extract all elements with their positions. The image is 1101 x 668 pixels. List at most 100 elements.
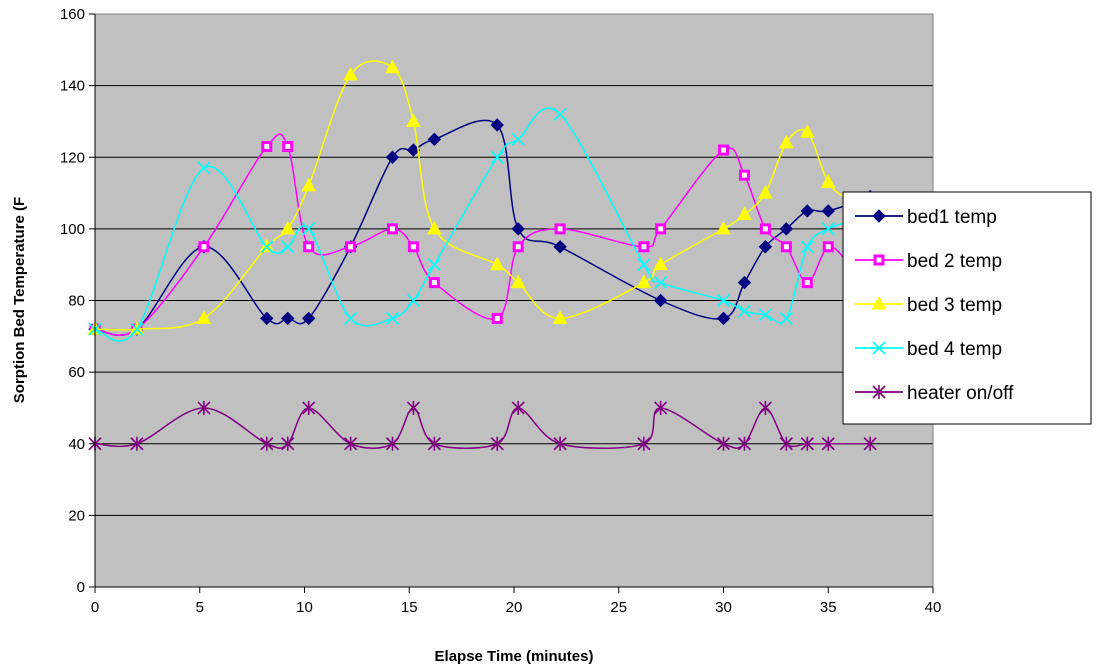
data-point-heater-on-off xyxy=(863,436,877,451)
data-point-heater-on-off xyxy=(406,400,421,415)
marker-x-stroke xyxy=(800,240,814,254)
marker-square-inner xyxy=(264,144,270,150)
data-point-heater-on-off xyxy=(654,400,668,415)
data-point-heater-on-off xyxy=(385,436,400,451)
data-point-bed-2-temp xyxy=(655,223,667,235)
data-point-heater-on-off xyxy=(344,436,358,451)
marker-square-inner xyxy=(825,244,831,250)
data-point-heater-on-off xyxy=(490,436,504,451)
marker-square-inner xyxy=(741,172,747,178)
legend-label: bed 3 temp xyxy=(907,295,1002,316)
marker-x-stroke xyxy=(654,276,668,290)
data-point-bed-3-temp xyxy=(385,59,400,74)
marker-x-stroke xyxy=(197,161,211,175)
data-point-bed-3-temp xyxy=(406,113,421,127)
y-tick-label: 60 xyxy=(68,364,85,381)
legend-label: bed 2 temp xyxy=(907,251,1002,272)
marker-x-stroke xyxy=(779,311,793,325)
legend-item: bed 2 temp xyxy=(855,251,1002,272)
data-point-bed-2-temp xyxy=(780,241,792,253)
marker-x-stroke xyxy=(637,258,651,272)
data-point-heater-on-off xyxy=(800,436,814,451)
data-point-bed-3-temp xyxy=(636,274,652,289)
data-point-bed-2-temp xyxy=(345,241,357,253)
x-axis-title: Elapse Time (minutes) xyxy=(435,648,594,665)
legend-marker xyxy=(872,209,886,223)
data-point-bed-3-temp xyxy=(280,220,296,235)
data-point-bed-4-temp xyxy=(130,322,144,336)
marker-square-inner xyxy=(431,280,437,286)
marker-square-inner xyxy=(557,226,563,232)
marker-square-inner xyxy=(201,244,207,250)
y-axis-title: Sorption Bed Temperature (F xyxy=(11,197,28,403)
marker-x-stroke xyxy=(281,240,295,254)
x-tick-label: 15 xyxy=(401,599,418,616)
data-point-bed1-temp xyxy=(260,311,274,326)
data-point-heater-on-off xyxy=(302,400,316,415)
data-point-bed-3-temp xyxy=(427,220,442,235)
x-tick-label: 0 xyxy=(91,599,99,616)
data-point-bed-2-temp xyxy=(759,223,771,235)
marker-x-stroke xyxy=(260,240,274,254)
data-point-bed-2-temp xyxy=(738,169,750,181)
data-point-heater-on-off xyxy=(511,400,525,415)
data-point-bed-2-temp xyxy=(428,277,440,289)
data-point-bed-2-temp xyxy=(491,312,503,324)
data-point-bed-2-temp xyxy=(261,141,273,153)
legend-marker xyxy=(871,295,887,310)
data-point-bed-2-temp xyxy=(198,241,210,253)
legend-marker xyxy=(872,341,886,355)
data-point-bed-4-temp xyxy=(281,240,295,254)
marker-square-inner xyxy=(348,244,354,250)
x-tick-label: 10 xyxy=(296,599,313,616)
data-point-bed-3-temp xyxy=(489,256,505,271)
x-tick-label: 5 xyxy=(196,599,204,616)
data-point-bed-4-temp xyxy=(779,311,793,325)
data-point-bed1-temp xyxy=(800,204,815,218)
marker-x-stroke xyxy=(737,304,752,318)
data-point-bed-4-temp xyxy=(406,293,421,308)
legend-label: heater on/off xyxy=(907,383,1014,404)
legend: bed1 temp bed 2 temp bed 3 temp bed 4 temp h… xyxy=(842,191,1092,425)
data-point-bed-4-temp xyxy=(821,222,835,236)
legend-label: bed1 temp xyxy=(907,207,997,228)
data-point-bed1-temp xyxy=(779,222,794,236)
marker-x-stroke xyxy=(511,132,525,146)
data-point-heater-on-off xyxy=(758,400,772,415)
marker-x-stroke xyxy=(553,107,567,121)
y-tick-label: 100 xyxy=(60,221,85,238)
legend-item: heater on/off xyxy=(855,383,1014,404)
legend-label: bed 4 temp xyxy=(907,339,1002,360)
marker-x-stroke xyxy=(821,222,835,236)
marker-x-stroke xyxy=(758,308,772,322)
series-bed-4-temp xyxy=(88,107,856,342)
data-point-bed-3-temp xyxy=(779,134,794,149)
legend-item: bed 4 temp xyxy=(855,339,1002,360)
data-point-bed-4-temp xyxy=(654,276,668,290)
legend-marker xyxy=(873,254,885,266)
marker-square-inner xyxy=(410,244,416,250)
data-point-bed-2-temp xyxy=(801,277,813,289)
data-point-heater-on-off xyxy=(716,436,731,451)
data-point-heater-on-off xyxy=(427,436,441,451)
data-point-bed1-temp xyxy=(385,150,400,164)
marker-x-stroke xyxy=(427,258,441,272)
y-tick-label: 80 xyxy=(68,293,85,310)
data-point-bed-3-temp xyxy=(510,274,526,289)
marker-x-stroke xyxy=(344,311,358,325)
y-tick-label: 160 xyxy=(60,6,85,23)
marker-square-inner xyxy=(306,244,312,250)
data-point-bed-4-temp xyxy=(385,311,400,325)
data-point-bed1-temp xyxy=(281,311,295,326)
data-point-bed1-temp xyxy=(301,311,316,326)
data-point-bed-3-temp xyxy=(716,220,731,235)
data-point-bed-2-temp xyxy=(822,241,834,253)
data-point-bed-4-temp xyxy=(260,240,274,254)
data-point-bed1-temp xyxy=(511,222,525,236)
marker-square-inner xyxy=(641,244,647,250)
marker-x-stroke xyxy=(872,341,886,355)
data-point-bed-2-temp xyxy=(554,223,566,235)
x-tick-label: 40 xyxy=(925,599,942,616)
data-point-bed-2-temp xyxy=(282,141,294,153)
